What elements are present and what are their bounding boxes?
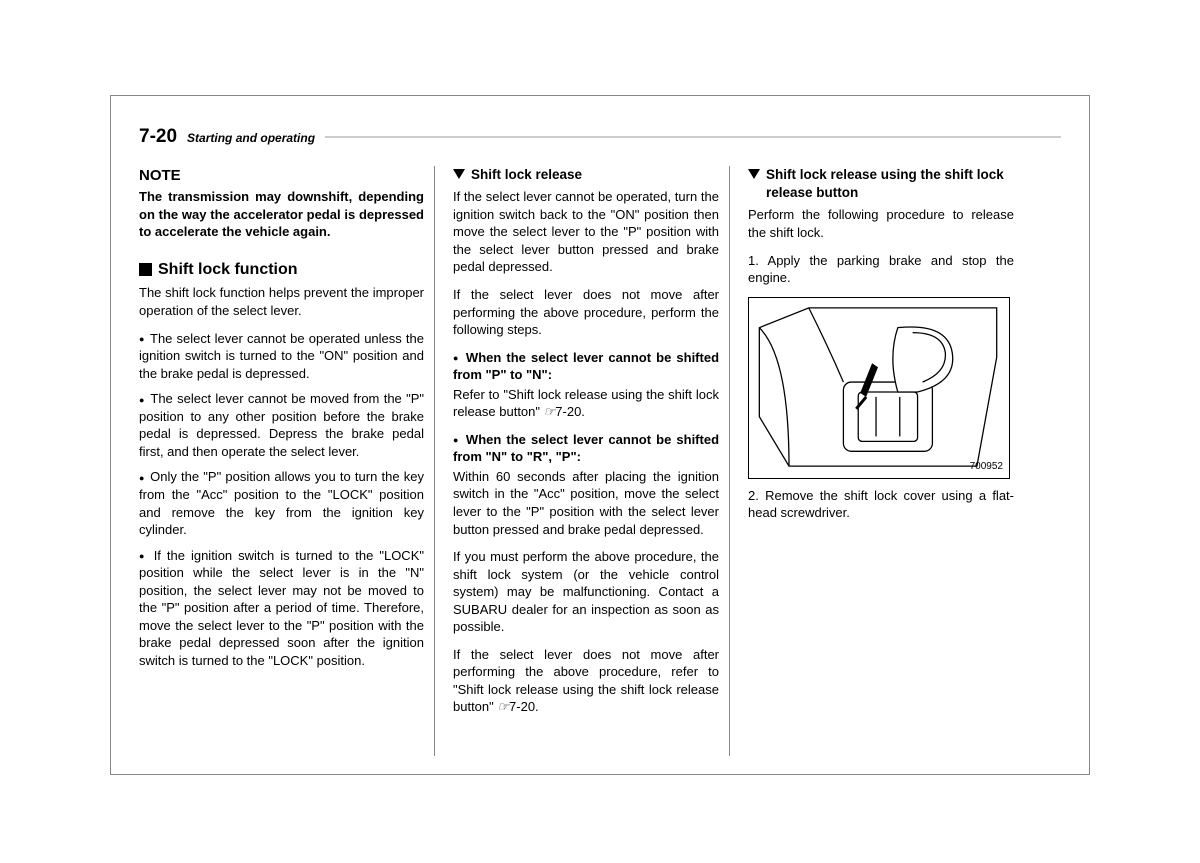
page-ref: 7-20. xyxy=(555,404,585,419)
heading-text: Shift lock function xyxy=(158,259,298,281)
paragraph-4: If the select lever does not move after … xyxy=(453,646,719,716)
page-ref-icon: ☞ xyxy=(544,404,556,419)
paragraph-3: If you must perform the above procedure,… xyxy=(453,548,719,636)
note-heading: NOTE xyxy=(139,166,424,186)
square-bullet-icon xyxy=(139,263,152,276)
heading-text: Shift lock release xyxy=(471,166,582,184)
page-header: 7-20 Starting and operating xyxy=(139,126,1061,148)
gear-shifter-illustration xyxy=(749,298,1009,478)
paragraph-intro: Perform the following procedure to relea… xyxy=(748,206,1014,241)
bullet-2: The select lever cannot be moved from th… xyxy=(139,390,424,460)
bullet-head: When the select lever cannot be shifted … xyxy=(453,432,719,465)
header-rule xyxy=(325,136,1061,138)
figure-number: 700952 xyxy=(970,460,1003,474)
chapter-title: Starting and operating xyxy=(187,131,315,145)
paragraph-1: If the select lever cannot be operated, … xyxy=(453,188,719,276)
intro-paragraph: The shift lock function helps prevent th… xyxy=(139,284,424,319)
bullet-head: When the select lever cannot be shifted … xyxy=(453,350,719,383)
bullet-1: The select lever cannot be operated unle… xyxy=(139,330,424,383)
column-2: Shift lock release If the select lever c… xyxy=(434,166,729,756)
page-number: 7-20 xyxy=(139,126,177,148)
bullet-cannot-n-to-r-p: When the select lever cannot be shifted … xyxy=(453,431,719,466)
heading-shift-lock-function: Shift lock function xyxy=(139,259,424,281)
triangle-bullet-icon xyxy=(748,169,760,179)
triangle-bullet-icon xyxy=(453,169,465,179)
figure-shift-lock-cover: 700952 xyxy=(748,297,1010,479)
column-1: NOTE The transmission may downshift, dep… xyxy=(139,166,434,756)
bullet-cannot-p-to-n: When the select lever cannot be shifted … xyxy=(453,349,719,384)
paragraph-2: If the select lever does not move after … xyxy=(453,286,719,339)
page-frame: 7-20 Starting and operating NOTE The tra… xyxy=(110,95,1090,775)
body-text: Refer to "Shift lock release using the s… xyxy=(453,387,719,420)
note-body: The transmission may downshift, dependin… xyxy=(139,188,424,241)
page-ref-icon: ☞ xyxy=(497,699,509,714)
bullet-3: Only the "P" position allows you to turn… xyxy=(139,468,424,538)
heading-shift-lock-release: Shift lock release xyxy=(453,166,719,184)
step-2: 2. Remove the shift lock cover using a f… xyxy=(748,487,1014,522)
column-3: Shift lock release using the shift lock … xyxy=(729,166,1024,756)
bullet-body-2: Within 60 seconds after placing the igni… xyxy=(453,468,719,538)
bullet-body-1: Refer to "Shift lock release using the s… xyxy=(453,386,719,421)
page-ref: 7-20. xyxy=(509,699,539,714)
step-1: 1. Apply the parking brake and stop the … xyxy=(748,252,1014,287)
heading-text: Shift lock release using the shift lock … xyxy=(766,166,1014,202)
bullet-4: If the ignition switch is turned to the … xyxy=(139,547,424,670)
heading-shift-lock-release-button: Shift lock release using the shift lock … xyxy=(748,166,1014,202)
body-columns: NOTE The transmission may downshift, dep… xyxy=(139,166,1061,756)
body-text: If the select lever does not move after … xyxy=(453,647,719,715)
